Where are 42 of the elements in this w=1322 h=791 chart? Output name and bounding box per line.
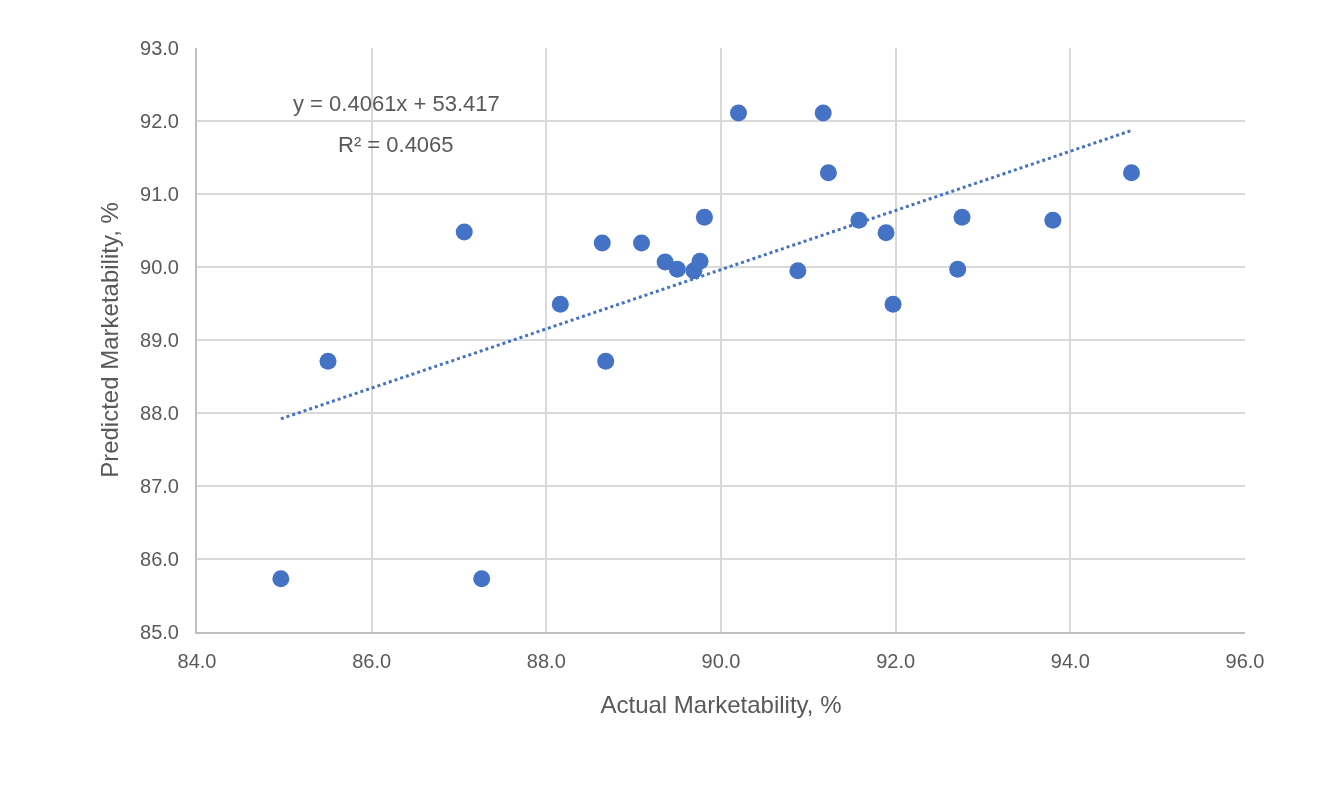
point [668, 260, 686, 278]
point [695, 208, 713, 226]
y-tick-label: 90.0 [140, 256, 179, 278]
y-tick-label: 89.0 [140, 329, 179, 351]
x-tick-label: 92.0 [876, 650, 916, 672]
point [691, 252, 709, 270]
y-tick-label: 85.0 [140, 621, 179, 643]
x-axis-title: Actual Marketability, % [600, 690, 842, 718]
point [814, 104, 832, 122]
x-tick-label: 96.0 [1225, 650, 1265, 672]
x-tick-label: 88.0 [526, 650, 566, 672]
annotation: R² = 0.4065 [338, 132, 454, 157]
y-tick-label: 88.0 [140, 402, 179, 424]
point [884, 295, 902, 313]
point [593, 234, 611, 252]
y-tick-label: 91.0 [140, 183, 179, 205]
x-tick-label: 86.0 [352, 650, 392, 672]
y-tick-label: 92.0 [140, 110, 179, 132]
point [819, 164, 837, 182]
point [949, 260, 967, 278]
point [729, 104, 747, 122]
y-axis-title: Predicted Marketability, % [95, 202, 123, 478]
y-tick-label: 86.0 [140, 548, 179, 570]
point [633, 234, 651, 252]
point [473, 570, 491, 588]
point [1044, 211, 1062, 229]
point [455, 223, 473, 241]
x-tick-label: 94.0 [1050, 650, 1090, 672]
point [272, 570, 290, 588]
point [789, 262, 807, 280]
point [953, 208, 971, 226]
y-tick-label: 87.0 [140, 475, 179, 497]
x-tick-label: 84.0 [177, 650, 217, 672]
point [319, 352, 337, 370]
annotation: y = 0.4061x + 53.417 [293, 91, 500, 116]
point [551, 295, 569, 313]
y-tick-label: 93.0 [140, 37, 179, 59]
point [877, 224, 895, 242]
x-tick-label: 90.0 [701, 650, 741, 672]
point [597, 352, 615, 370]
point [1122, 164, 1140, 182]
point [656, 253, 674, 271]
